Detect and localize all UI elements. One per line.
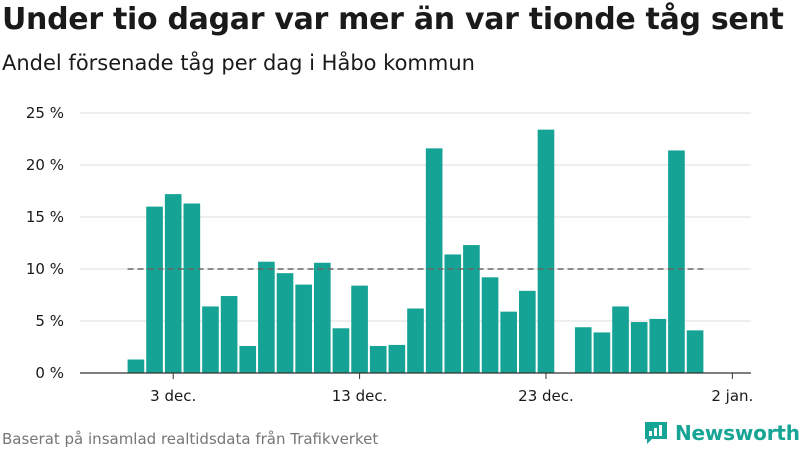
bar-2023-12-27 — [612, 306, 629, 373]
newsworthy-logo-icon — [645, 422, 667, 444]
bar-2023-12-05 — [202, 306, 219, 373]
bar-2023-12-20 — [481, 277, 499, 373]
y-tick-label: 15 % — [26, 208, 64, 226]
bar-2023-12-22 — [519, 290, 536, 373]
bar-2023-12-06 — [220, 296, 238, 373]
bar-2023-12-11 — [313, 262, 331, 373]
bar-2023-12-10 — [295, 284, 312, 373]
bar-2023-12-28 — [630, 322, 648, 373]
y-tick-label: 20 % — [26, 156, 64, 174]
brand-name: Newsworthy — [675, 421, 800, 445]
bar-2023-12-07 — [239, 345, 257, 373]
axes: 0 % 5 % 10 % 15 % 20 % 25 % 3 dec. 13 dec. 23 de… — [26, 104, 753, 405]
bars — [127, 129, 704, 373]
bar-2023-12-03 — [164, 194, 182, 373]
bar-2023-12-12 — [332, 328, 350, 373]
bar-2023-12-21 — [500, 311, 518, 373]
bar-2023-12-19 — [463, 245, 480, 373]
newsworthy-logo: Newsworthy — [643, 420, 800, 446]
chart-subtitle: Andel försenade tåg per dag i Håbo kommu… — [2, 51, 475, 75]
bar-2023-12-31 — [686, 330, 704, 373]
bar-2023-12-29 — [649, 318, 667, 373]
y-tick-label: 25 % — [26, 104, 64, 122]
bar-2023-12-13 — [351, 285, 368, 373]
bar-2023-12-14 — [369, 345, 387, 373]
bar-2023-12-17 — [425, 148, 443, 373]
x-tick-label: 23 dec. — [518, 387, 574, 405]
bar-2023-12-04 — [183, 203, 201, 373]
bar-2023-12-15 — [388, 344, 406, 373]
source-note: Baserat på insamlad realtidsdata från Tr… — [2, 430, 379, 448]
y-tick-label: 0 % — [35, 364, 64, 382]
bar-2023-12-30 — [668, 150, 685, 373]
x-tick-label: 13 dec. — [332, 387, 388, 405]
bar-2023-12-23 — [537, 129, 555, 373]
bar-2023-12-01 — [127, 359, 145, 373]
y-tick-label: 10 % — [26, 260, 64, 278]
bar-2023-12-25 — [574, 327, 592, 373]
y-tick-label: 5 % — [35, 312, 64, 330]
bar-2023-12-26 — [593, 332, 611, 373]
bar-2023-12-09 — [276, 273, 294, 373]
x-tick-label: 2 jan. — [711, 387, 753, 405]
chart-title: Under tio dagar var mer än var tionde tå… — [2, 2, 784, 37]
bar-2023-12-18 — [444, 254, 462, 373]
bar-2023-12-02 — [146, 206, 163, 373]
bar-2023-12-16 — [407, 308, 424, 373]
bar-2023-12-08 — [258, 261, 275, 373]
x-tick-label: 3 dec. — [150, 387, 196, 405]
